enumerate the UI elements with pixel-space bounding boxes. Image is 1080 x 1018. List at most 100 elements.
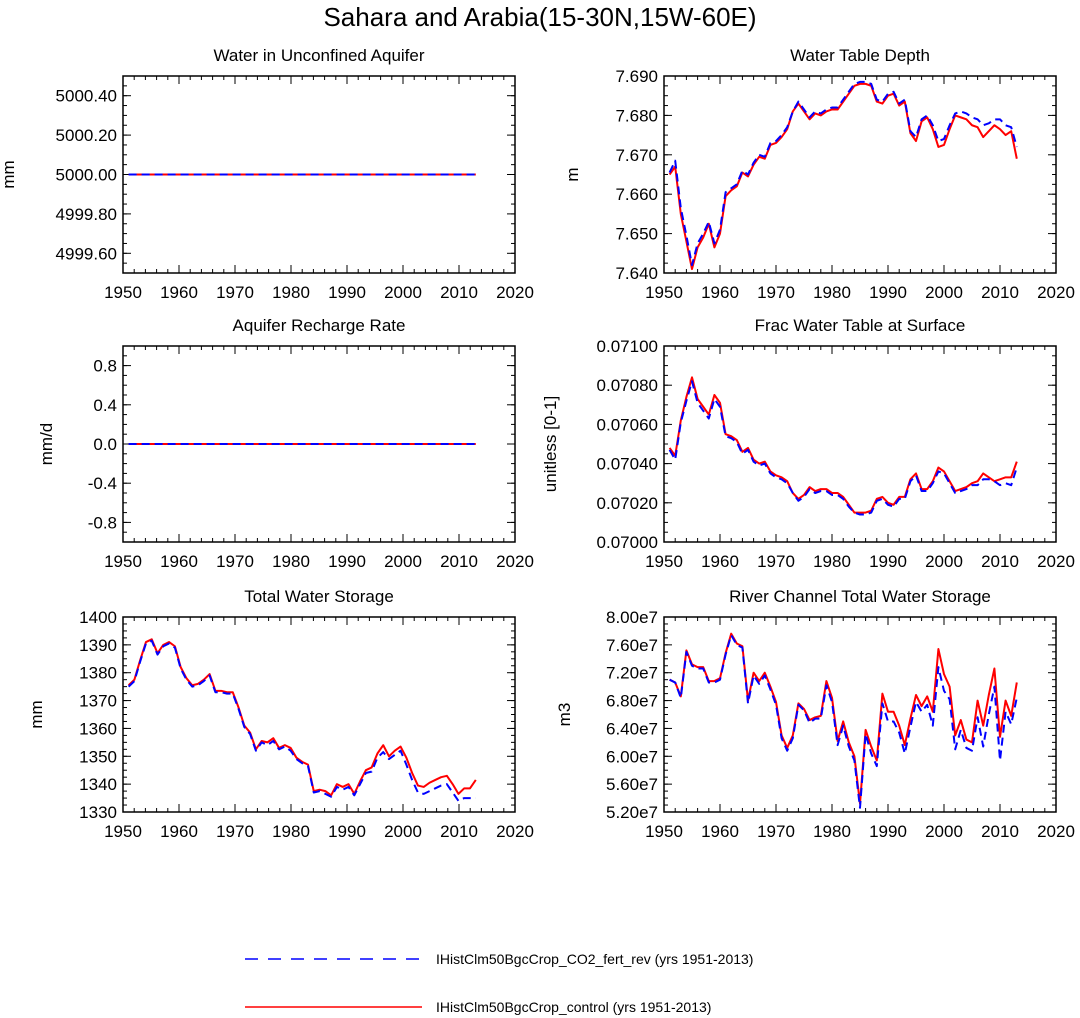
- y-tick-label: 7.660: [615, 185, 658, 204]
- y-tick-label: 4999.80: [56, 205, 117, 224]
- panel-3: Aquifer Recharge Rate 1950 1960 1970 1980 199…: [37, 316, 534, 571]
- y-tick-label: 7.670: [615, 146, 658, 165]
- y-axis-label: mm: [27, 700, 46, 728]
- y-axis-label: mm: [0, 160, 18, 188]
- y-axis-label: mm/d: [37, 423, 56, 466]
- panel-2: Water Table Depth 1950 1960 1970 1980 1990 200…: [563, 46, 1075, 302]
- x-tick-label: 2020: [1037, 822, 1075, 841]
- x-tick-label: 1960: [160, 822, 198, 841]
- y-tick-label: 0.07080: [597, 376, 658, 395]
- x-tick-label: 2010: [981, 552, 1019, 571]
- x-tick-label: 1990: [869, 822, 907, 841]
- x-tick-label: 2000: [925, 283, 963, 302]
- y-tick-label: 1350: [79, 747, 117, 766]
- series-line-co2-fert-rev: [669, 634, 1018, 809]
- x-tick-label: 1970: [757, 552, 795, 571]
- series-line-control: [668, 376, 1018, 514]
- y-tick-label: 0.07060: [597, 415, 658, 434]
- y-tick-label: 1390: [79, 636, 117, 655]
- panels-group: Water in Unconfined Aquifer 1950 1960 1970 1…: [0, 46, 1075, 841]
- y-tick-label: 1380: [79, 664, 117, 683]
- x-tick-label: 2010: [440, 822, 478, 841]
- y-tick-label: 7.650: [615, 225, 658, 244]
- x-tick-label: 1970: [216, 822, 254, 841]
- x-tick-label: 2020: [1037, 283, 1075, 302]
- y-tick-label: 4999.60: [56, 244, 117, 263]
- y-tick-label: 7.20e7: [606, 664, 658, 683]
- panel-title: Frac Water Table at Surface: [755, 316, 966, 335]
- figure-title: Sahara and Arabia(15-30N,15W-60E): [323, 2, 757, 32]
- x-tick-label: 1960: [701, 552, 739, 571]
- y-tick-label: 0.8: [93, 357, 117, 376]
- y-tick-label: 1360: [79, 719, 117, 738]
- y-tick-label: 7.640: [615, 264, 658, 283]
- x-tick-label: 1990: [328, 283, 366, 302]
- y-tick-label: 7.690: [615, 67, 658, 86]
- x-tick-label: 2020: [496, 283, 534, 302]
- y-tick-label: 1340: [79, 775, 117, 794]
- x-tick-label: 2000: [384, 822, 422, 841]
- y-tick-label: 0.07040: [597, 455, 658, 474]
- panel-title: Aquifer Recharge Rate: [233, 316, 406, 335]
- y-tick-label: -0.4: [88, 474, 117, 493]
- x-tick-label: 2010: [440, 283, 478, 302]
- x-tick-label: 1950: [104, 283, 142, 302]
- y-tick-label: 0.0: [93, 435, 117, 454]
- x-tick-label: 1990: [328, 822, 366, 841]
- x-tick-label: 1950: [104, 552, 142, 571]
- y-tick-label: -0.8: [88, 513, 117, 532]
- x-tick-label: 2010: [440, 552, 478, 571]
- panel-5: Total Water Storage 1950 1960 1970 1980 1990 2…: [27, 587, 534, 841]
- y-tick-label: 0.07000: [597, 533, 658, 552]
- y-tick-label: 1370: [79, 692, 117, 711]
- panel-title: Water in Unconfined Aquifer: [213, 46, 424, 65]
- x-tick-label: 2010: [981, 283, 1019, 302]
- x-tick-label: 1950: [104, 822, 142, 841]
- y-tick-label: 1400: [79, 608, 117, 627]
- x-tick-label: 2010: [981, 822, 1019, 841]
- legend-label-co2-fert-rev: IHistClm50BgcCrop_CO2_fert_rev (yrs 1951…: [436, 951, 753, 967]
- x-tick-label: 2000: [925, 552, 963, 571]
- series-line-co2-fert-rev: [127, 639, 476, 802]
- x-tick-label: 1990: [328, 552, 366, 571]
- x-tick-label: 1980: [272, 822, 310, 841]
- x-tick-label: 1960: [160, 283, 198, 302]
- x-tick-label: 2020: [496, 822, 534, 841]
- panel-title: River Channel Total Water Storage: [729, 587, 991, 606]
- panel-title: Water Table Depth: [790, 46, 930, 65]
- y-tick-label: 6.40e7: [606, 719, 658, 738]
- x-tick-label: 1960: [160, 552, 198, 571]
- x-tick-label: 1970: [216, 552, 254, 571]
- series-line-control: [669, 632, 1018, 805]
- x-tick-label: 1980: [813, 552, 851, 571]
- x-tick-label: 1950: [645, 283, 683, 302]
- x-tick-label: 1950: [645, 822, 683, 841]
- panel-6: River Channel Total Water Storage 1950 196…: [555, 587, 1075, 841]
- x-tick-label: 2020: [496, 552, 534, 571]
- panel-1: Water in Unconfined Aquifer 1950 1960 1970 1…: [0, 46, 534, 302]
- series-line-co2-fert-rev: [668, 80, 1018, 267]
- x-tick-label: 1980: [813, 283, 851, 302]
- x-tick-label: 1970: [216, 283, 254, 302]
- series-line-co2-fert-rev: [668, 380, 1018, 516]
- panel-4: Frac Water Table at Surface 1950 1960 1970 1…: [541, 316, 1075, 571]
- y-tick-label: 8.00e7: [606, 608, 658, 627]
- plot-frame: [122, 616, 516, 813]
- x-tick-label: 1990: [869, 283, 907, 302]
- y-tick-label: 5000.20: [56, 126, 117, 145]
- x-tick-label: 2000: [384, 552, 422, 571]
- x-tick-label: 1950: [645, 552, 683, 571]
- x-tick-label: 1980: [272, 283, 310, 302]
- y-tick-label: 5000.40: [56, 87, 117, 106]
- y-tick-label: 5.20e7: [606, 803, 658, 822]
- y-axis-label: m3: [555, 703, 574, 727]
- x-tick-label: 1960: [701, 822, 739, 841]
- y-tick-label: 0.4: [93, 396, 117, 415]
- y-tick-label: 6.80e7: [606, 692, 658, 711]
- y-tick-label: 1330: [79, 803, 117, 822]
- panel-title: Total Water Storage: [244, 587, 394, 606]
- legend-label-control: IHistClm50BgcCrop_control (yrs 1951-2013…: [436, 999, 711, 1015]
- y-tick-label: 6.00e7: [606, 747, 658, 766]
- x-tick-label: 1970: [757, 283, 795, 302]
